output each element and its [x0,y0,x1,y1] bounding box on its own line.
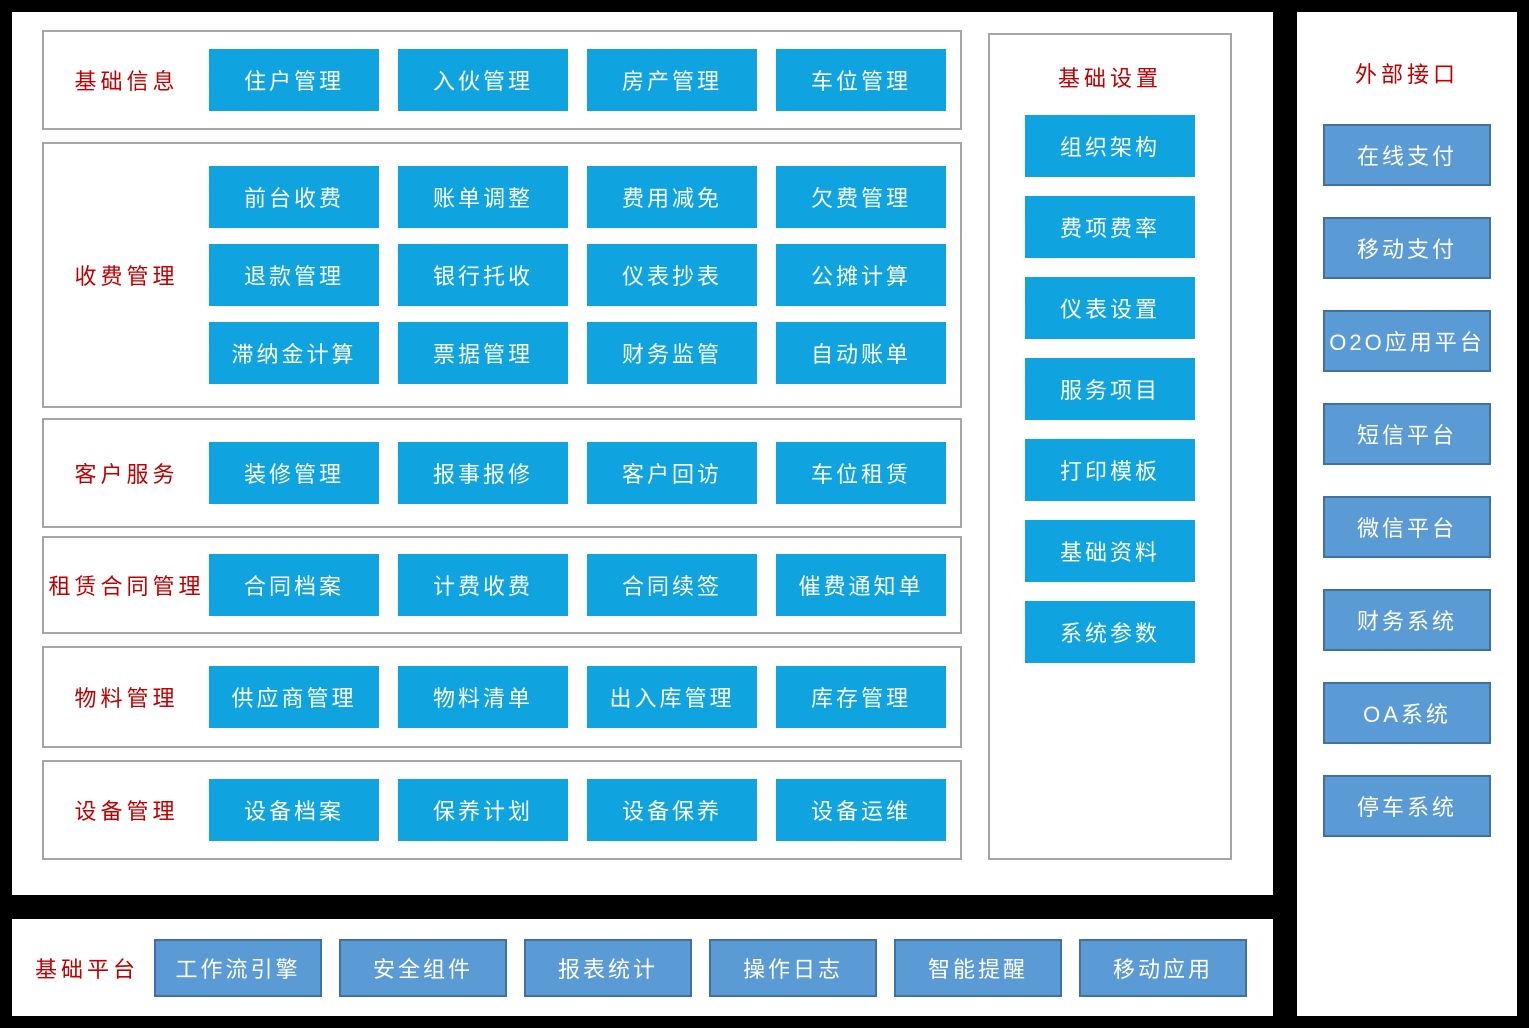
module-button: 费用减免 [587,166,757,228]
module-button: 设备运维 [776,779,946,841]
module-button: 客户回访 [587,442,757,504]
settings-button: 打印模板 [1025,439,1195,501]
platform-button: 安全组件 [339,938,508,997]
module-button: 装修管理 [209,442,379,504]
module-button: 催费通知单 [776,554,946,616]
section-lease-contract: 租赁合同管理 合同档案 计费收费 合同续签 催费通知单 [42,536,962,634]
section-basic-info: 基础信息 住户管理 入伙管理 房产管理 车位管理 [42,30,962,130]
section-customer-service: 客户服务 装修管理 报事报修 客户回访 车位租赁 [42,418,962,528]
module-button: 保养计划 [398,779,568,841]
section-material-management: 物料管理 供应商管理 物料清单 出入库管理 库存管理 [42,646,962,748]
settings-button: 费项费率 [1025,196,1195,258]
section-customer-service-title: 客户服务 [74,462,179,487]
section-equipment-management-title: 设备管理 [74,799,179,824]
module-button: 欠费管理 [776,166,946,228]
module-button: 设备保养 [587,779,757,841]
main-modules-panel: 基础信息 住户管理 入伙管理 房产管理 车位管理 收费管理 前台收费 账单调整 … [0,0,1285,907]
module-button: 公摊计算 [776,244,946,306]
module-button: 入伙管理 [398,49,568,111]
module-button: 银行托收 [398,244,568,306]
section-basic-info-items: 住户管理 入伙管理 房产管理 车位管理 [209,49,946,111]
external-interfaces-title: 外部接口 [1354,62,1459,87]
settings-button: 仪表设置 [1025,277,1195,339]
module-button: 合同续签 [587,554,757,616]
external-interface-button: 移动支付 [1323,217,1491,279]
external-interface-button: 微信平台 [1323,496,1491,558]
settings-button: 系统参数 [1025,601,1195,663]
settings-button: 组织架构 [1025,115,1195,177]
settings-panel: 基础设置 组织架构 费项费率 仪表设置 服务项目 打印模板 基础资料 系统参数 [988,33,1232,860]
platform-button: 智能提醒 [894,938,1063,997]
module-button: 自动账单 [776,322,946,384]
module-button: 财务监管 [587,322,757,384]
module-button: 房产管理 [587,49,757,111]
section-equipment-management: 设备管理 设备档案 保养计划 设备保养 设备运维 [42,760,962,860]
section-equipment-management-items: 设备档案 保养计划 设备保养 设备运维 [209,779,946,841]
external-interface-button: O2O应用平台 [1323,310,1491,372]
platform-list: 工作流引擎 安全组件 报表统计 操作日志 智能提醒 移动应用 [154,938,1248,997]
module-button: 账单调整 [398,166,568,228]
external-interface-button: 短信平台 [1323,403,1491,465]
platform-button: 操作日志 [709,938,878,997]
section-fee-management: 收费管理 前台收费 账单调整 费用减免 欠费管理 退款管理 银行托收 仪表抄表 … [42,142,962,408]
external-interface-button: 财务系统 [1323,589,1491,651]
section-material-management-title: 物料管理 [74,686,179,711]
module-button: 计费收费 [398,554,568,616]
module-button: 出入库管理 [587,666,757,728]
module-button: 前台收费 [209,166,379,228]
section-lease-contract-title: 租赁合同管理 [48,574,205,599]
platform-bar: 基础平台 工作流引擎 安全组件 报表统计 操作日志 智能提醒 移动应用 [0,907,1285,1028]
section-fee-management-title: 收费管理 [74,264,179,289]
settings-button: 服务项目 [1025,358,1195,420]
module-button: 车位管理 [776,49,946,111]
module-button: 滞纳金计算 [209,322,379,384]
section-customer-service-items: 装修管理 报事报修 客户回访 车位租赁 [209,442,946,504]
external-interface-button: 停车系统 [1323,775,1491,837]
external-interface-button: 在线支付 [1323,124,1491,186]
module-button: 票据管理 [398,322,568,384]
external-interface-button: OA系统 [1323,682,1491,744]
platform-button: 工作流引擎 [154,938,323,997]
platform-button: 移动应用 [1079,938,1248,997]
external-interfaces-panel: 外部接口 在线支付 移动支付 O2O应用平台 短信平台 微信平台 财务系统 OA… [1285,0,1529,1028]
section-fee-management-items: 前台收费 账单调整 费用减免 欠费管理 退款管理 银行托收 仪表抄表 公摊计算 … [209,166,946,384]
section-basic-info-title: 基础信息 [74,69,179,94]
module-button: 物料清单 [398,666,568,728]
module-button: 设备档案 [209,779,379,841]
module-button: 退款管理 [209,244,379,306]
section-lease-contract-items: 合同档案 计费收费 合同续签 催费通知单 [209,554,946,616]
module-button: 报事报修 [398,442,568,504]
module-button: 车位租赁 [776,442,946,504]
module-button: 合同档案 [209,554,379,616]
module-button: 住户管理 [209,49,379,111]
module-button: 仪表抄表 [587,244,757,306]
external-interfaces-list: 在线支付 移动支付 O2O应用平台 短信平台 微信平台 财务系统 OA系统 停车… [1323,124,1491,837]
platform-button: 报表统计 [524,938,693,997]
section-material-management-items: 供应商管理 物料清单 出入库管理 库存管理 [209,666,946,728]
settings-list: 组织架构 费项费率 仪表设置 服务项目 打印模板 基础资料 系统参数 [1025,115,1195,663]
platform-title: 基础平台 [35,956,140,982]
module-button: 供应商管理 [209,666,379,728]
module-button: 库存管理 [776,666,946,728]
settings-title: 基础设置 [1057,66,1162,91]
settings-button: 基础资料 [1025,520,1195,582]
